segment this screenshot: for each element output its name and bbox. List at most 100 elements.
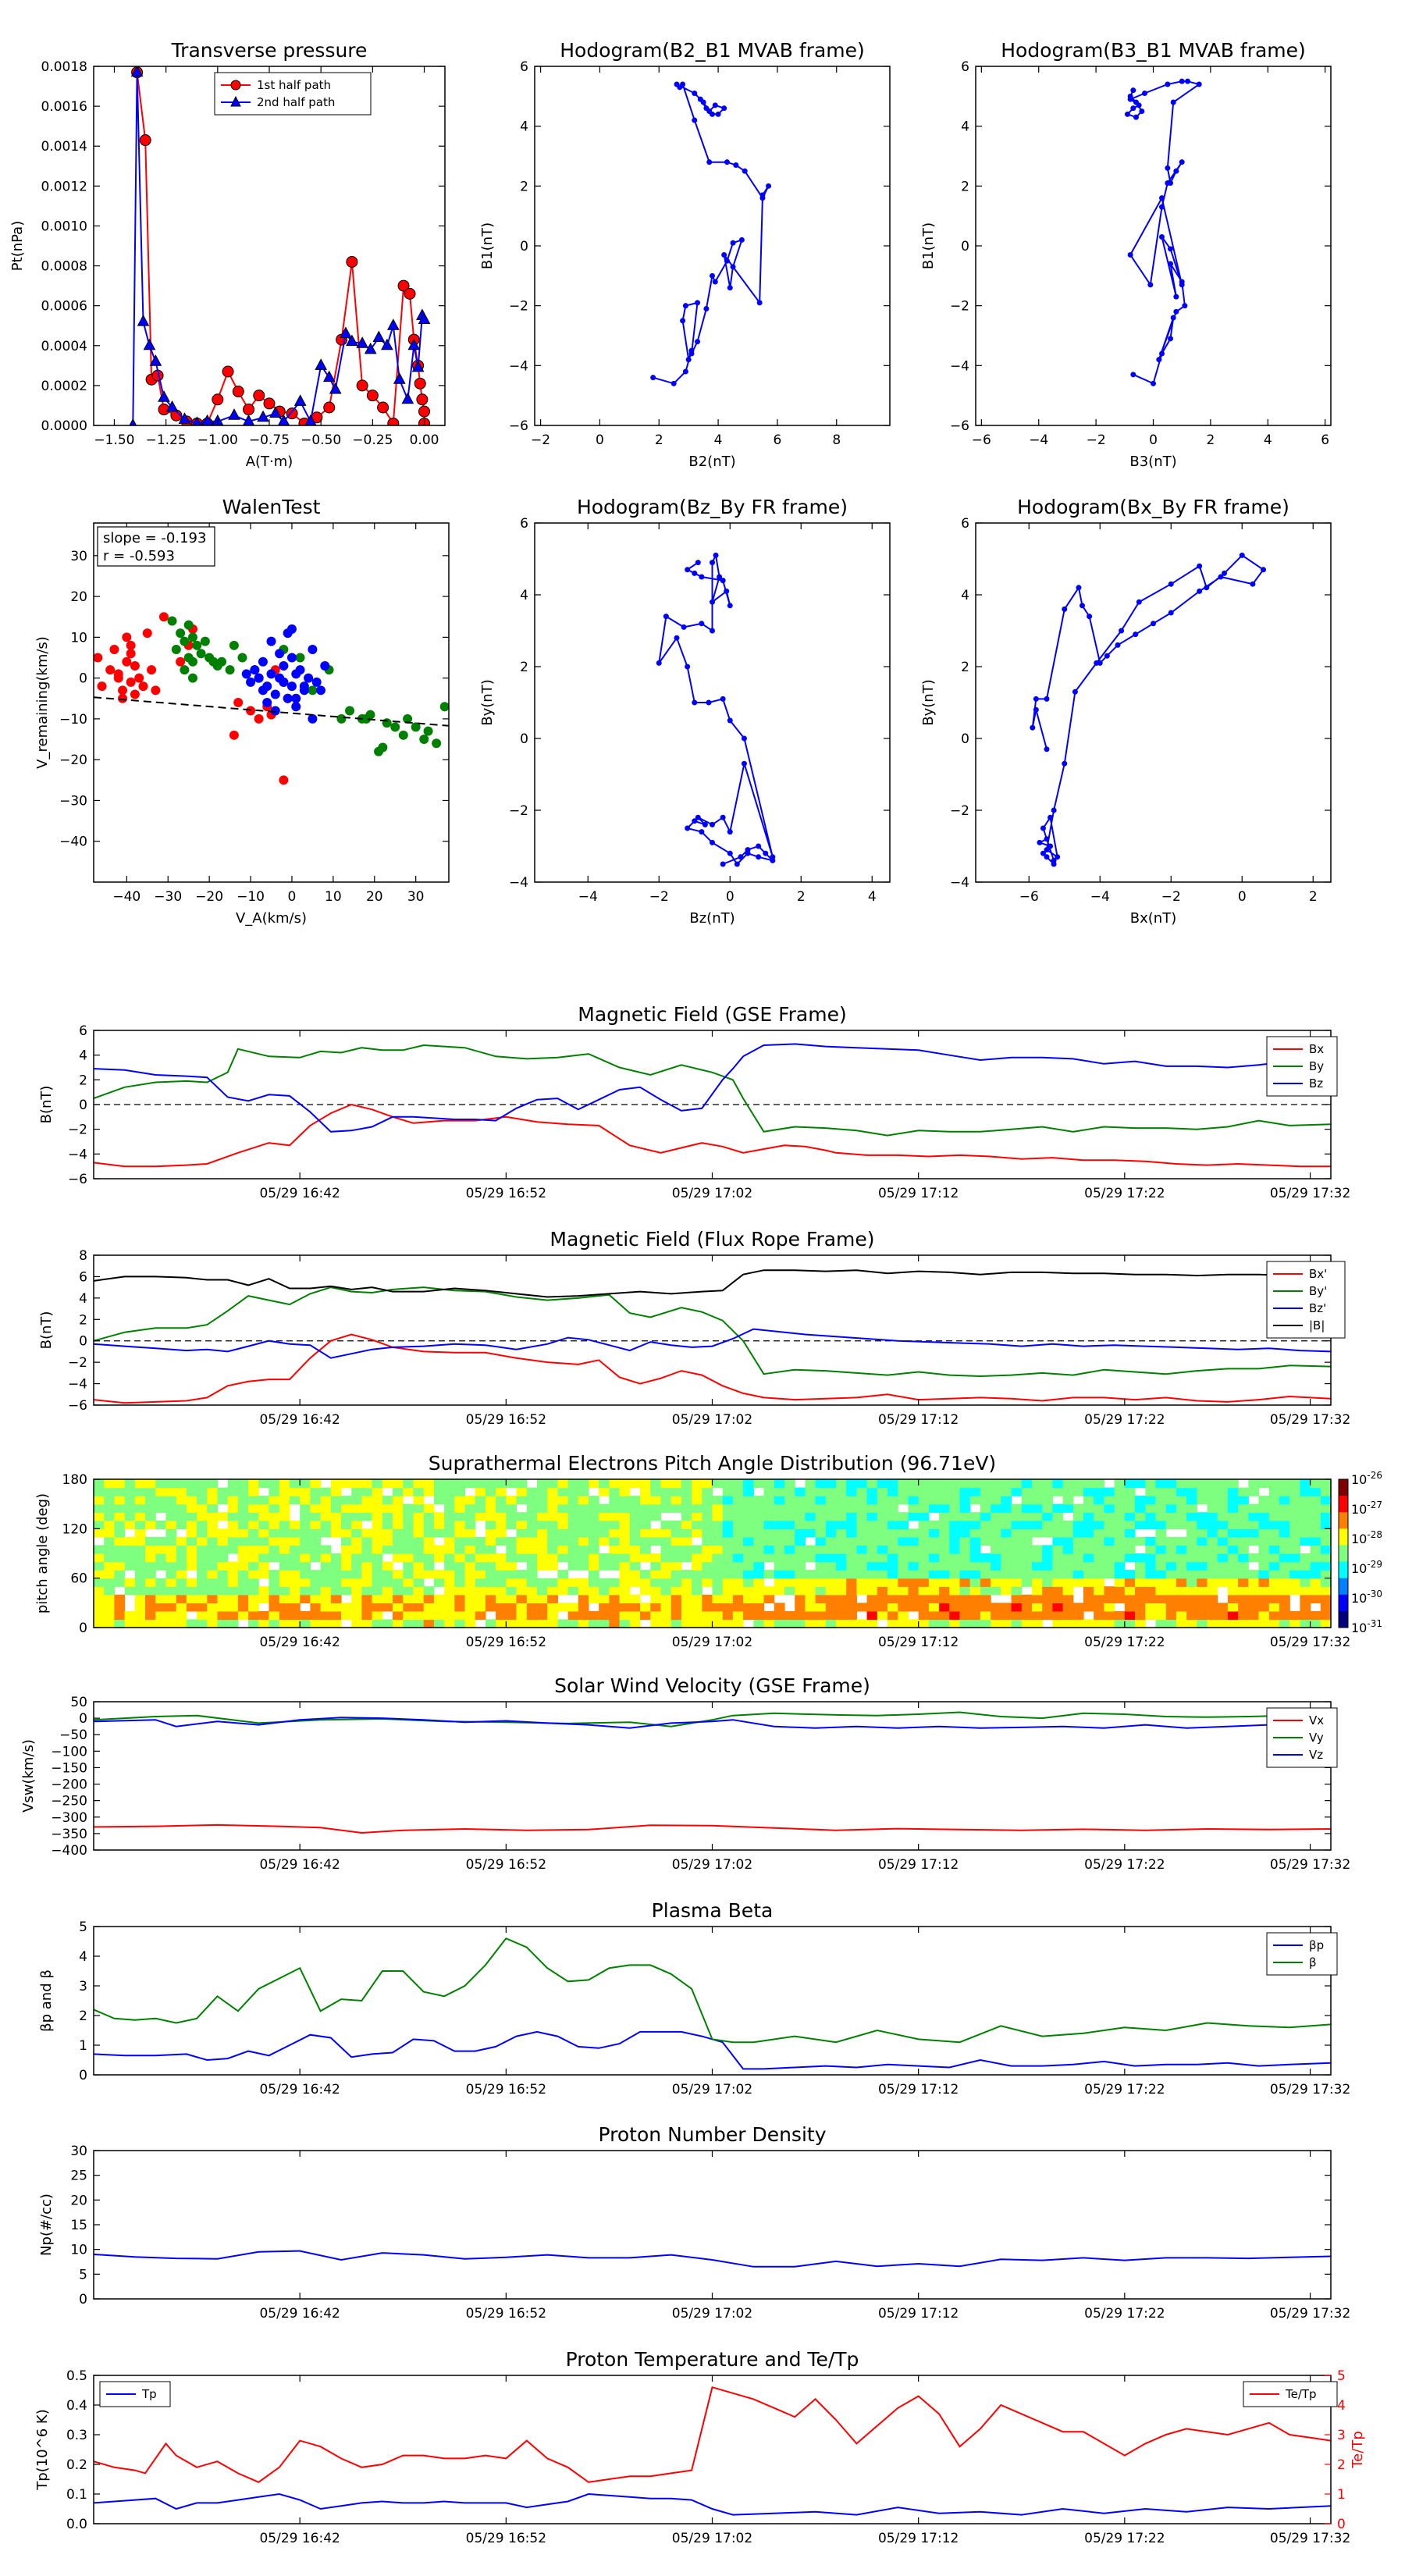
heatmap-cell — [1001, 1570, 1012, 1579]
heatmap-cell — [290, 1536, 301, 1546]
heatmap-cell — [403, 1528, 414, 1538]
heatmap-cell — [774, 1503, 785, 1513]
data-point — [1141, 91, 1147, 96]
heatmap-cell — [537, 1586, 548, 1596]
heatmap-cell — [537, 1553, 548, 1563]
data-point — [266, 636, 276, 646]
data-point — [685, 357, 692, 363]
data-point — [143, 338, 156, 350]
data-point — [710, 599, 715, 605]
heatmap-cell — [1124, 1553, 1136, 1563]
heatmap-cell — [784, 1520, 795, 1529]
heatmap-cell — [248, 1520, 259, 1529]
heatmap-cell — [1165, 1619, 1177, 1628]
heatmap-cell — [825, 1528, 837, 1538]
heatmap-cell — [475, 1586, 486, 1596]
heatmap-cell — [145, 1553, 156, 1563]
heatmap-cell — [1186, 1479, 1197, 1489]
data-point — [1165, 165, 1171, 171]
heatmap-cell — [578, 1496, 589, 1505]
heatmap-cell — [1124, 1610, 1136, 1621]
heatmap-cell — [444, 1496, 455, 1505]
heatmap-cell — [949, 1553, 961, 1563]
y-tick-label: 0.3 — [66, 2428, 87, 2443]
heatmap-cell — [1238, 1528, 1249, 1538]
heatmap-cell — [516, 1520, 528, 1529]
heatmap-cell — [1052, 1487, 1064, 1496]
annotation-box — [97, 526, 215, 567]
heatmap-cell — [743, 1570, 754, 1579]
heatmap-cell — [547, 1496, 558, 1505]
heatmap-cell — [846, 1487, 857, 1496]
heatmap-cell — [413, 1512, 425, 1521]
heatmap-cell — [991, 1536, 1001, 1546]
heatmap-cell — [928, 1503, 940, 1513]
heatmap-cell — [928, 1578, 940, 1587]
heatmap-cell — [918, 1570, 930, 1579]
heatmap-cell — [464, 1561, 476, 1571]
heatmap-cell — [866, 1603, 878, 1612]
heatmap-cell — [795, 1610, 806, 1621]
heatmap-cell — [290, 1610, 301, 1621]
heatmap-cell — [1114, 1512, 1126, 1521]
heatmap-cell — [279, 1578, 290, 1587]
heatmap-cell — [1186, 1545, 1197, 1554]
heatmap-cell — [877, 1603, 888, 1612]
heatmap-cell — [898, 1479, 909, 1489]
heatmap-cell — [165, 1479, 177, 1489]
heatmap-cell — [1052, 1594, 1064, 1603]
colorbar-exponent: -27 — [1367, 1500, 1382, 1510]
heatmap-cell — [1310, 1528, 1321, 1538]
heatmap-cell — [454, 1496, 466, 1505]
heatmap-cell — [496, 1619, 507, 1628]
data-point — [176, 656, 186, 667]
heatmap-cell — [949, 1520, 961, 1529]
heatmap-cell — [1155, 1553, 1167, 1563]
heatmap-cell — [1289, 1520, 1300, 1529]
heatmap-cell — [227, 1570, 239, 1579]
heatmap-cell — [795, 1594, 806, 1603]
heatmap-cell — [980, 1520, 991, 1529]
heatmap-cell — [382, 1570, 393, 1579]
heatmap-cell — [1197, 1512, 1208, 1521]
heatmap-cell — [589, 1503, 599, 1513]
heatmap-cell — [330, 1512, 342, 1521]
heatmap-cell — [722, 1496, 734, 1505]
heatmap-cell — [341, 1561, 352, 1571]
heatmap-cell — [207, 1619, 219, 1628]
data-point — [257, 410, 269, 422]
heatmap-cell — [991, 1512, 1001, 1521]
plot-area — [656, 552, 776, 867]
data-point — [1048, 814, 1054, 820]
heatmap-cell — [1176, 1545, 1187, 1554]
heatmap-cell — [1011, 1503, 1023, 1513]
heatmap-cell — [866, 1528, 878, 1538]
heatmap-cell — [599, 1586, 610, 1596]
heatmap-cell — [361, 1610, 373, 1621]
heatmap-cell — [176, 1570, 187, 1579]
heatmap-cell — [444, 1603, 455, 1612]
heatmap-cell — [485, 1520, 496, 1529]
heatmap-cell — [506, 1512, 518, 1521]
heatmap-cell — [1165, 1545, 1177, 1554]
series-line — [94, 2386, 1331, 2483]
data-point — [724, 159, 730, 165]
heatmap-cell — [795, 1570, 806, 1579]
data-point — [254, 673, 264, 683]
heatmap-cell — [1279, 1570, 1290, 1579]
heatmap-cell — [1001, 1520, 1012, 1529]
heatmap-cell — [237, 1570, 249, 1579]
heatmap-cell — [176, 1610, 187, 1621]
heatmap-cell — [1186, 1536, 1197, 1546]
x-tick-label: −2 — [1087, 432, 1106, 448]
series-line — [653, 83, 770, 385]
heatmap-cell — [908, 1528, 919, 1538]
heatmap-cell — [763, 1512, 775, 1521]
heatmap-cell — [1197, 1496, 1208, 1505]
heatmap-cell — [712, 1496, 724, 1505]
heatmap-cell — [1062, 1603, 1074, 1612]
heatmap-cell — [877, 1610, 888, 1621]
heatmap-cell — [753, 1610, 765, 1621]
heatmap-cell — [670, 1503, 682, 1513]
heatmap-cell — [207, 1578, 219, 1587]
